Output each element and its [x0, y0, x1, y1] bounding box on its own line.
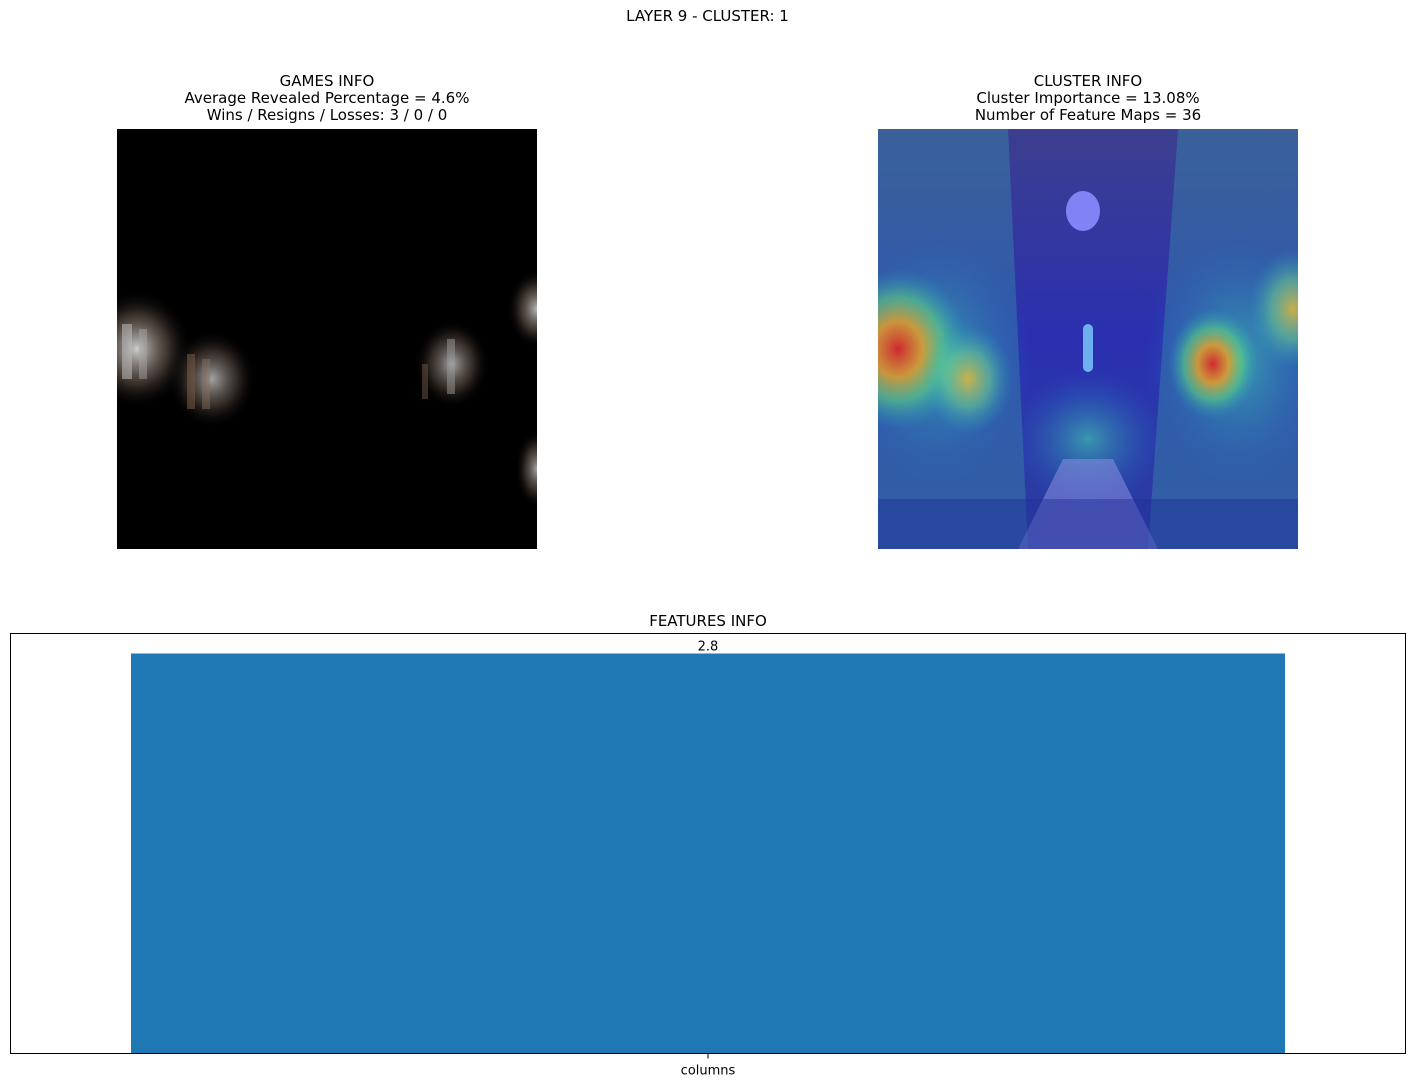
wins-resigns-losses: Wins / Resigns / Losses: 3 / 0 / 0	[206, 106, 448, 124]
average-revealed-percentage: Average Revealed Percentage = 4.6%	[184, 89, 470, 107]
cluster-importance: Cluster Importance = 13.08%	[976, 89, 1200, 107]
bar-value-label: 2.8	[698, 640, 719, 655]
cluster-info-heading: CLUSTER INFO	[1033, 72, 1143, 90]
heatmap-overlay-graphic	[878, 129, 1298, 549]
cluster-info-title: CLUSTER INFO Cluster Importance = 13.08%…	[878, 73, 1298, 124]
number-of-feature-maps: Number of Feature Maps = 36	[974, 106, 1202, 124]
games-info-title: GAMES INFO Average Revealed Percentage =…	[117, 73, 537, 124]
games-info-heading: GAMES INFO	[279, 72, 375, 90]
features-info-title: FEATURES INFO	[649, 612, 767, 630]
heatmap-overlay-image	[878, 129, 1298, 549]
x-tick-label: columns	[681, 1064, 736, 1079]
bar-columns	[130, 653, 1286, 1054]
revealed-image	[117, 129, 537, 549]
figure-title: LAYER 9 - CLUSTER: 1	[626, 7, 789, 25]
revealed-image-graphic	[117, 129, 537, 549]
